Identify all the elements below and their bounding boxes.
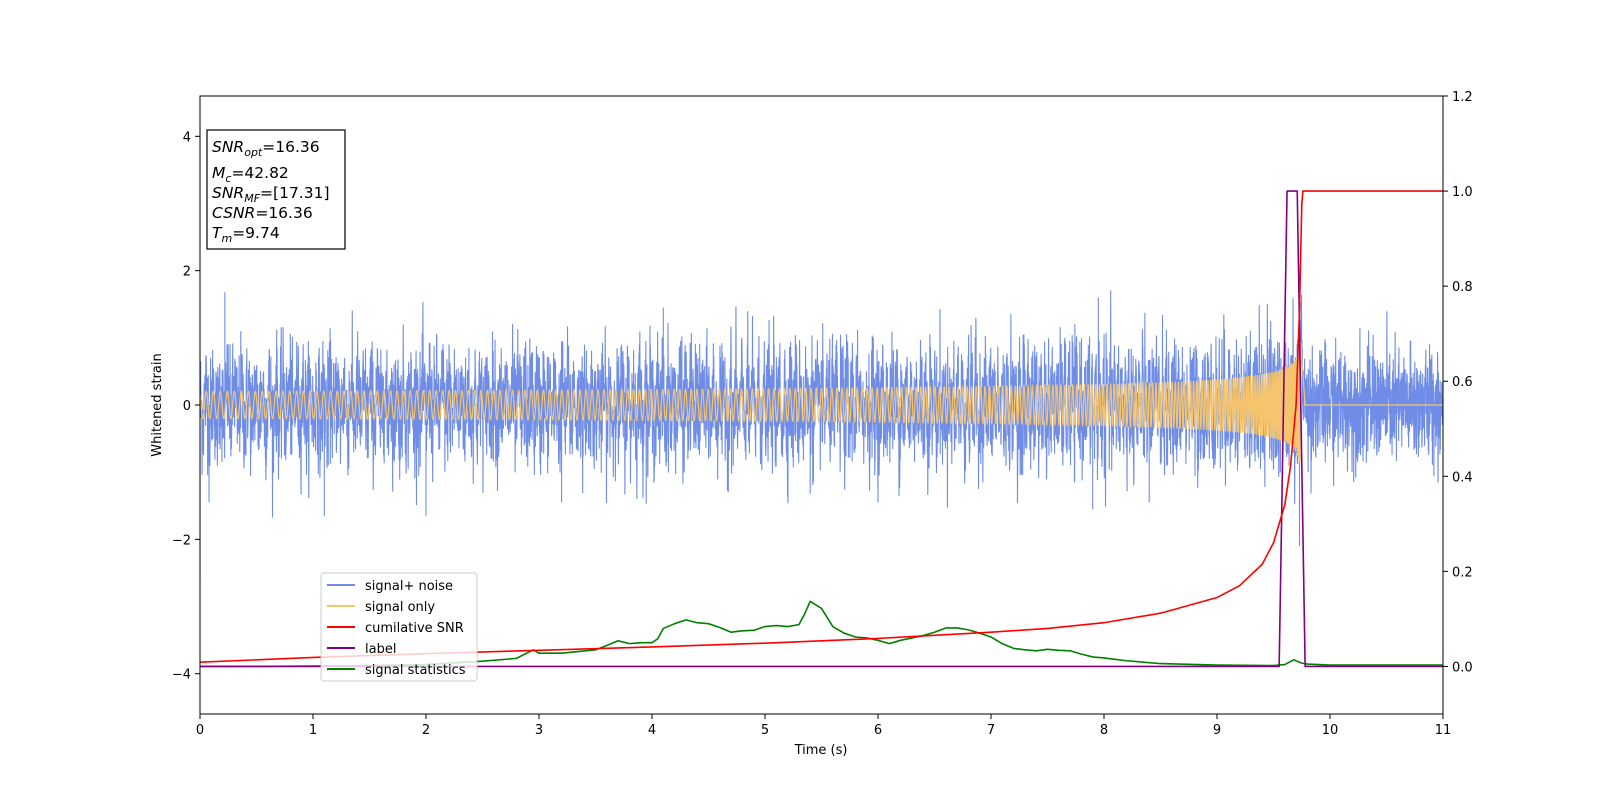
chirp-mass-annotation: Mc=42.82 xyxy=(212,164,289,185)
y-axis-left-ticks: −4 −2 0 2 4 xyxy=(172,130,200,683)
x-tick-label: 9 xyxy=(1213,723,1221,738)
annotation-box: SNRopt=16.36 Mc=42.82 SNRMF=[17.31] CSNR… xyxy=(206,129,346,250)
y-right-tick-label: 1.2 xyxy=(1452,90,1473,105)
x-tick-label: 1 xyxy=(309,723,317,738)
y-left-tick-label: −4 xyxy=(172,668,191,683)
x-tick-label: 4 xyxy=(648,723,656,738)
legend-entry-label: signal only xyxy=(365,600,435,615)
csnr-annotation: CSNR=16.36 xyxy=(212,204,313,222)
snr-opt-annotation: SNRopt=16.36 xyxy=(212,138,320,159)
x-axis-ticks: 0 1 2 3 4 5 6 7 8 9 10 11 xyxy=(196,714,1451,738)
legend-entry-label: signal+ noise xyxy=(365,579,453,594)
x-tick-label: 2 xyxy=(422,723,430,738)
y-axis-right-ticks: 0.0 0.2 0.4 0.6 0.8 1.0 1.2 xyxy=(1443,90,1473,675)
series-signal-plus-noise xyxy=(200,290,1443,580)
merger-time-annotation: Tm=9.74 xyxy=(212,224,280,245)
y-right-tick-label: 0.0 xyxy=(1452,660,1473,675)
y-right-tick-label: 0.4 xyxy=(1452,470,1473,485)
y-left-tick-label: 2 xyxy=(183,265,191,280)
series-cumulative-snr xyxy=(200,190,1443,663)
legend-entry-label: signal statistics xyxy=(365,663,466,678)
x-tick-label: 0 xyxy=(196,723,204,738)
snr-mf-annotation: SNRMF=[17.31] xyxy=(212,184,330,205)
legend-entry-label: cumilative SNR xyxy=(365,621,464,636)
x-tick-label: 11 xyxy=(1435,723,1452,738)
legend-frame xyxy=(320,572,478,682)
x-tick-label: 6 xyxy=(874,723,882,738)
x-tick-label: 5 xyxy=(761,723,769,738)
legend: signal+ noise signal only cumilative SNR la… xyxy=(320,572,478,682)
y-left-tick-label: 4 xyxy=(183,130,191,145)
y-left-tick-label: 0 xyxy=(183,399,191,414)
series-signal-only xyxy=(200,341,1443,463)
y-right-tick-label: 0.8 xyxy=(1452,280,1473,295)
x-axis-label: Time (s) xyxy=(794,743,848,758)
legend-entry-label: label xyxy=(365,642,396,657)
series-layer xyxy=(200,190,1443,668)
x-tick-label: 7 xyxy=(987,723,995,738)
series-label xyxy=(200,190,1443,668)
y-right-tick-label: 1.0 xyxy=(1452,185,1473,200)
x-tick-label: 10 xyxy=(1322,723,1339,738)
y-right-tick-label: 0.6 xyxy=(1452,375,1473,390)
x-tick-label: 3 xyxy=(535,723,543,738)
series-signal-statistics xyxy=(200,600,1443,668)
y-left-tick-label: −2 xyxy=(172,533,191,548)
y-right-tick-label: 0.2 xyxy=(1452,565,1473,580)
y-axis-left-label: Whitened strain xyxy=(150,353,165,456)
x-tick-label: 8 xyxy=(1100,723,1108,738)
